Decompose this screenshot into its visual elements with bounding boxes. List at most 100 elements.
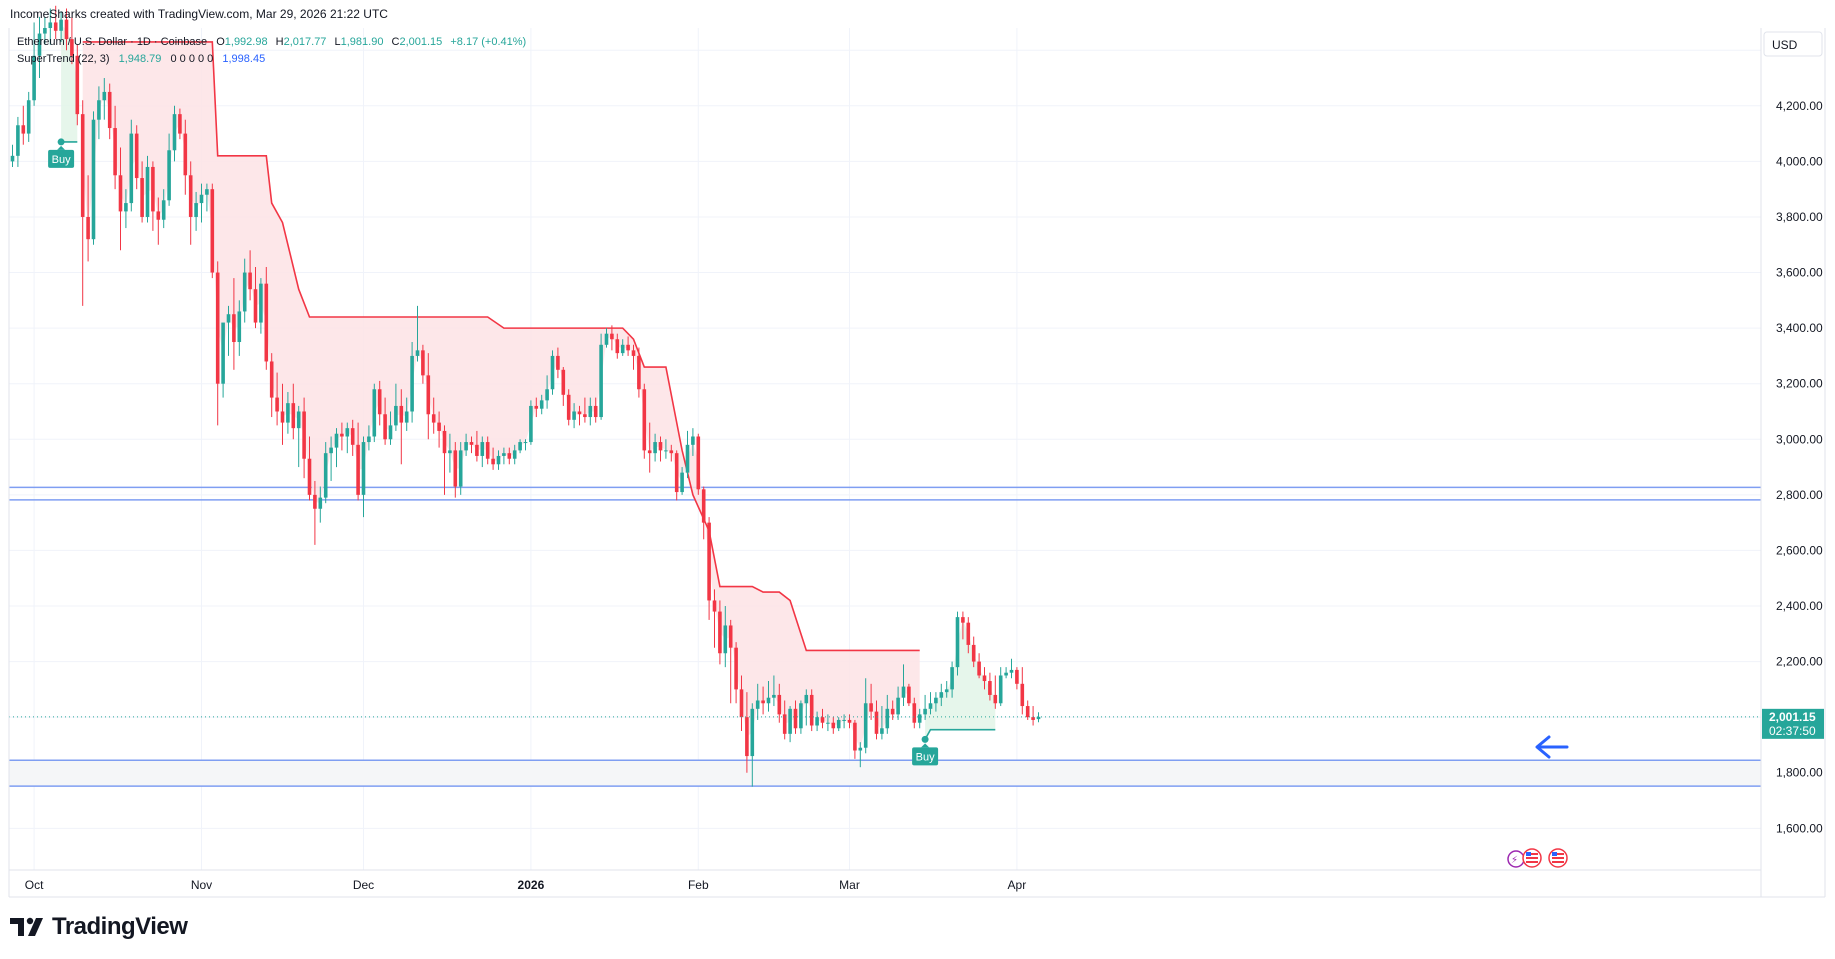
candle-body[interactable] (91, 119, 96, 240)
candle-body[interactable] (512, 450, 517, 459)
candle-body[interactable] (599, 344, 603, 418)
candle-body[interactable] (377, 389, 382, 415)
candle-body[interactable] (372, 389, 377, 437)
candle-body[interactable] (140, 178, 144, 217)
candle-body[interactable] (1004, 672, 1008, 676)
candle-body[interactable] (32, 55, 36, 101)
candles[interactable] (10, 5, 1041, 787)
candle-body[interactable] (766, 697, 771, 704)
candle-body[interactable] (604, 333, 609, 345)
candle-body[interactable] (178, 114, 182, 134)
candle-body[interactable] (421, 350, 425, 376)
candle-body[interactable] (64, 19, 69, 40)
candle-body[interactable] (53, 22, 58, 31)
candle-body[interactable] (912, 703, 917, 723)
candle-body[interactable] (302, 411, 306, 459)
candle-body[interactable] (129, 133, 134, 204)
candle-body[interactable] (507, 453, 512, 459)
candle-body[interactable] (145, 166, 150, 217)
candle-body[interactable] (156, 211, 161, 220)
candle-body[interactable] (48, 22, 53, 28)
candle-body[interactable] (566, 394, 571, 420)
candle-body[interactable] (653, 442, 657, 454)
candle-body[interactable] (880, 728, 884, 734)
candle-body[interactable] (631, 350, 636, 356)
candle-body[interactable] (496, 455, 501, 465)
candle-body[interactable] (124, 203, 128, 212)
candle-body[interactable] (275, 397, 279, 412)
candle-body[interactable] (561, 369, 566, 395)
candle-body[interactable] (696, 436, 701, 490)
candle-body[interactable] (21, 125, 26, 134)
candle-body[interactable] (658, 442, 663, 451)
candle-body[interactable] (728, 625, 733, 648)
candle-body[interactable] (437, 422, 441, 431)
candle-body[interactable] (259, 283, 263, 323)
candle-body[interactable] (674, 453, 679, 493)
candle-body[interactable] (664, 450, 668, 452)
candle-body[interactable] (215, 272, 220, 384)
candle-body[interactable] (172, 114, 177, 151)
candle-body[interactable] (615, 339, 620, 354)
candle-body[interactable] (361, 442, 366, 495)
candle-body[interactable] (982, 675, 987, 682)
candle-body[interactable] (761, 700, 765, 704)
candle-body[interactable] (367, 436, 371, 443)
candle-body[interactable] (836, 719, 841, 729)
candle-body[interactable] (291, 403, 296, 429)
candle-body[interactable] (26, 100, 31, 134)
candle-body[interactable] (874, 711, 879, 734)
candle-body[interactable] (469, 442, 474, 445)
candle-body[interactable] (183, 133, 188, 176)
candle-body[interactable] (194, 203, 198, 217)
candle-body[interactable] (248, 272, 252, 290)
candle-body[interactable] (642, 389, 647, 451)
candle-body[interactable] (37, 33, 42, 56)
candle-body[interactable] (442, 430, 447, 454)
candle-body[interactable] (977, 661, 981, 676)
candle-body[interactable] (539, 400, 544, 409)
candle-body[interactable] (955, 617, 960, 668)
candle-body[interactable] (637, 355, 641, 390)
candle-body[interactable] (701, 489, 706, 523)
candle-body[interactable] (917, 714, 922, 723)
candle-body[interactable] (431, 414, 436, 423)
candle-body[interactable] (950, 667, 954, 690)
candle-body[interactable] (518, 442, 522, 451)
candle-body[interactable] (831, 722, 836, 729)
candle-body[interactable] (296, 411, 301, 429)
candle-body[interactable] (107, 91, 112, 129)
candle-body[interactable] (253, 289, 258, 323)
candle-body[interactable] (356, 444, 360, 495)
candle-body[interactable] (804, 694, 809, 704)
candle-body[interactable] (75, 55, 80, 115)
candle-body[interactable] (820, 717, 825, 723)
tradingview-logo[interactable]: TradingView (10, 913, 188, 941)
candle-body[interactable] (620, 344, 625, 354)
candle-body[interactable] (755, 700, 760, 709)
candle-body[interactable] (772, 694, 776, 698)
candle-body[interactable] (221, 322, 225, 384)
candle-body[interactable] (226, 314, 231, 323)
candle-body[interactable] (583, 414, 587, 418)
candle-body[interactable] (669, 450, 674, 454)
candle-body[interactable] (593, 405, 598, 418)
candle-body[interactable] (847, 719, 852, 723)
candle-body[interactable] (399, 405, 404, 423)
candle-body[interactable] (86, 216, 90, 240)
candle-body[interactable] (934, 697, 938, 704)
candle-body[interactable] (556, 355, 560, 370)
candle-body[interactable] (307, 458, 312, 495)
candle-body[interactable] (842, 719, 846, 721)
candle-body[interactable] (410, 355, 414, 412)
candle-body[interactable] (577, 411, 582, 415)
candle-body[interactable] (896, 697, 900, 715)
candle-body[interactable] (993, 694, 998, 704)
candle-body[interactable] (901, 686, 906, 698)
candle-body[interactable] (102, 91, 107, 101)
candle-body[interactable] (1009, 669, 1014, 673)
candle-body[interactable] (151, 166, 155, 212)
candle-body[interactable] (464, 442, 468, 451)
candle-body[interactable] (118, 175, 123, 212)
